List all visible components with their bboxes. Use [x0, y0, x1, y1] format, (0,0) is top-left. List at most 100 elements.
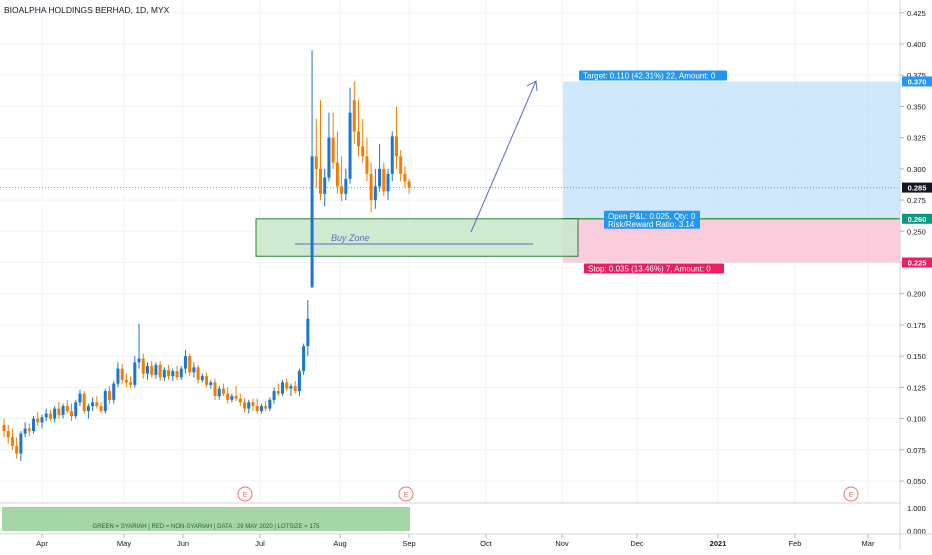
buy-zone-label: Buy Zone	[331, 233, 370, 243]
indicator-tick-label: 1.000	[907, 504, 926, 513]
candle	[99, 402, 103, 414]
price-tick-label: 0.425	[907, 9, 926, 18]
price-tick-label: 0.300	[907, 165, 926, 174]
price-axis[interactable]: 0.425 0.400 0.375 0.350 0.325 0.300 0.275 0.250…	[900, 9, 926, 486]
price-tick-label: 0.150	[907, 352, 926, 361]
candle	[344, 168, 348, 201]
candle	[61, 403, 65, 419]
candle	[32, 416, 36, 434]
candle	[259, 403, 263, 414]
price-tick-label: 0.100	[907, 415, 926, 424]
candle	[133, 356, 137, 388]
earnings-marker[interactable]: E	[398, 486, 414, 502]
time-axis[interactable]: Apr May Jun Jul Aug Sep Oct Nov Dec 2021 Feb Mar	[36, 534, 875, 548]
candle	[116, 362, 120, 388]
candle	[162, 367, 166, 382]
candle	[86, 403, 90, 419]
candle	[192, 362, 196, 378]
candle	[327, 112, 331, 182]
candle	[382, 162, 386, 197]
stop-label: Stop: 0.035 (13.46%) 7, Amount: 0	[584, 263, 724, 274]
buy-zone-rectangle[interactable]	[255, 218, 579, 257]
candle	[251, 398, 255, 412]
candle	[124, 373, 128, 388]
candle	[48, 409, 52, 422]
candle	[145, 362, 149, 380]
candle	[57, 402, 61, 419]
time-tick-label: Oct	[480, 539, 493, 548]
candle	[386, 168, 390, 201]
indicator-axis: 1.000 0.000	[907, 504, 926, 536]
earnings-marker[interactable]: E	[843, 486, 859, 502]
price-tick-label: 0.175	[907, 321, 926, 330]
candle	[272, 387, 276, 404]
svg-text:0.370: 0.370	[908, 77, 927, 86]
time-tick-label: Aug	[333, 539, 346, 548]
candle	[390, 131, 394, 182]
price-tick-label: 0.125	[907, 383, 926, 392]
candle	[268, 397, 272, 412]
price-tick-label: 0.075	[907, 446, 926, 455]
candle	[6, 424, 10, 444]
candle	[200, 373, 204, 383]
candle	[221, 383, 225, 397]
chart-title: BIOALPHA HOLDINGS BERHAD, 1D, MYX	[4, 5, 170, 15]
candle	[255, 398, 259, 414]
candle	[36, 412, 40, 427]
candle	[226, 387, 230, 404]
candle	[103, 388, 107, 414]
candle	[373, 168, 377, 209]
candle	[348, 87, 352, 184]
price-label: 0.370	[902, 76, 932, 87]
candle	[154, 362, 158, 379]
target-zone[interactable]	[563, 81, 900, 219]
candle	[403, 166, 407, 188]
projection-arrow[interactable]	[470, 80, 538, 233]
time-tick-label: Dec	[630, 539, 644, 548]
candle	[205, 372, 209, 388]
svg-text:0.285: 0.285	[908, 184, 927, 193]
candle	[196, 364, 200, 384]
candle	[44, 408, 48, 422]
candle	[314, 118, 318, 188]
earnings-marker[interactable]: E	[237, 486, 253, 502]
price-tick-label: 0.250	[907, 227, 926, 236]
candle	[243, 398, 247, 413]
candle	[230, 393, 234, 403]
svg-text:E: E	[849, 492, 854, 499]
price-tick-label: 0.375	[907, 71, 926, 80]
time-tick-label: Jun	[177, 539, 189, 548]
candle	[323, 168, 327, 207]
candle	[95, 396, 99, 409]
price-tick-label: 0.325	[907, 134, 926, 143]
candle	[129, 376, 133, 389]
candlestick-series	[2, 50, 411, 462]
indicator-text: GREEN = SYARIAH | RED = NON-SYARIAH | DA…	[93, 524, 321, 530]
price-label: 0.285	[902, 182, 932, 193]
candle	[217, 386, 221, 400]
target-label: Target: 0.110 (42.31%) 22, Amount: 0	[579, 70, 727, 81]
candle	[188, 353, 192, 377]
price-tick-label: 0.350	[907, 102, 926, 111]
candle	[108, 386, 111, 404]
time-tick-label: Mar	[862, 539, 875, 548]
candle	[167, 364, 171, 380]
candle	[285, 378, 289, 392]
risk-reward-text: Risk/Reward Ratio: 3.14	[608, 220, 695, 229]
time-tick-label: 2021	[710, 539, 727, 548]
candle	[15, 437, 19, 459]
price-tick-label: 0.275	[907, 196, 926, 205]
candle	[306, 299, 310, 357]
candle	[158, 361, 162, 382]
open-pl-text: Open P&L: 0.025, Qty: 0	[608, 212, 696, 221]
time-tick-label: Sep	[402, 539, 415, 548]
stop-label-text: Stop: 0.035 (13.46%) 7, Amount: 0	[588, 265, 711, 274]
candle	[361, 118, 365, 163]
candle	[407, 178, 411, 194]
candle	[247, 399, 251, 414]
candle	[394, 106, 398, 169]
candle	[78, 389, 82, 407]
candle	[150, 361, 154, 378]
